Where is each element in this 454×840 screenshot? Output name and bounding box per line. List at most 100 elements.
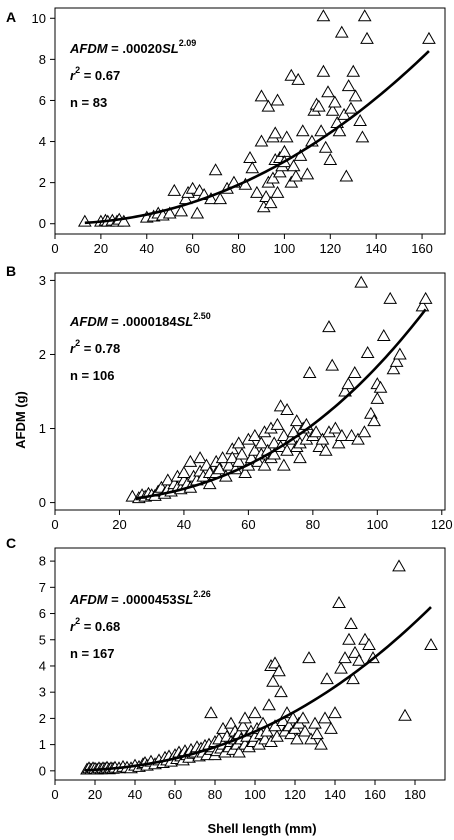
data-point — [328, 706, 342, 719]
data-point — [215, 451, 230, 464]
data-point — [310, 727, 324, 740]
y-tick-label: 8 — [39, 52, 46, 67]
r-superscript: 2 — [75, 65, 80, 75]
data-point — [268, 656, 282, 669]
data-point — [302, 365, 317, 378]
data-point — [415, 299, 430, 312]
data-point — [311, 99, 326, 112]
data-point — [357, 9, 372, 22]
equation-variable: SL — [177, 592, 194, 607]
y-axis-label: AFDM (g) — [13, 391, 28, 449]
fit-curve — [84, 50, 430, 225]
data-point — [270, 185, 285, 198]
equation-exponent: 2.09 — [179, 38, 197, 48]
data-point — [318, 140, 333, 153]
fit-equation: AFDM = .00020SL2.09 — [69, 38, 196, 56]
data-point — [344, 101, 358, 114]
data-point — [213, 192, 228, 205]
data-point — [386, 362, 401, 375]
data-point — [273, 399, 288, 412]
data-point — [354, 275, 369, 288]
data-point — [77, 214, 92, 227]
data-point — [250, 185, 264, 198]
data-point — [235, 447, 249, 460]
data-point — [247, 443, 262, 456]
x-tick-label: 0 — [51, 241, 58, 256]
equation-coefficient: = .00020 — [108, 41, 163, 56]
data-point — [373, 380, 388, 393]
x-tick-label: 60 — [168, 787, 182, 802]
data-point — [322, 320, 336, 333]
y-tick-label: 1 — [39, 421, 46, 436]
x-tick-label: 40 — [128, 787, 142, 802]
y-tick-label: 2 — [39, 347, 46, 362]
equation-exponent: 2.50 — [193, 311, 211, 321]
panel-letter: A — [6, 9, 16, 25]
x-tick-label: 120 — [319, 241, 341, 256]
x-tick-label: 120 — [431, 517, 453, 532]
sample-size: n = 167 — [70, 646, 114, 661]
data-point — [289, 414, 304, 427]
data-point — [355, 130, 370, 143]
data-point — [116, 214, 131, 227]
data-point — [225, 451, 240, 464]
data-point — [238, 711, 252, 724]
data-point — [272, 664, 286, 677]
x-tick-label: 140 — [365, 241, 387, 256]
data-point — [245, 161, 260, 174]
data-point — [347, 365, 362, 378]
equation-lhs: AFDM — [69, 314, 109, 329]
data-point — [314, 124, 328, 137]
equation-exponent: 2.26 — [193, 589, 211, 599]
data-point — [268, 126, 283, 139]
x-tick-label: 0 — [51, 517, 58, 532]
data-point — [212, 462, 227, 475]
data-point — [339, 169, 354, 182]
data-point — [222, 458, 236, 471]
data-point — [341, 79, 356, 92]
x-tick-label: 100 — [274, 241, 296, 256]
x-tick-label: 40 — [177, 517, 191, 532]
data-point — [308, 716, 322, 729]
data-point — [341, 377, 356, 390]
x-tick-label: 120 — [284, 787, 306, 802]
data-point — [376, 328, 391, 341]
data-point — [266, 171, 280, 184]
equation-coefficient: = .0000453 — [108, 592, 177, 607]
data-point — [383, 291, 398, 304]
data-point — [284, 68, 299, 81]
data-point — [332, 596, 346, 609]
y-tick-label: 0 — [39, 763, 46, 778]
x-tick-label: 20 — [94, 241, 108, 256]
r-symbol: r — [70, 68, 76, 83]
plot-frame — [54, 547, 446, 781]
data-point — [254, 134, 269, 147]
data-point — [398, 708, 412, 721]
data-point — [177, 465, 191, 478]
fit-equation: AFDM = .0000453SL2.26 — [69, 589, 211, 607]
data-point — [328, 95, 342, 108]
data-point — [279, 130, 294, 143]
x-tick-label: 20 — [112, 517, 126, 532]
data-point — [351, 432, 365, 445]
equation-variable: SL — [162, 41, 179, 56]
data-point — [160, 473, 175, 486]
data-point — [276, 458, 291, 471]
data-point — [315, 432, 330, 445]
data-point — [296, 711, 310, 724]
data-point — [334, 25, 349, 38]
data-point — [346, 64, 361, 77]
r-superscript: 2 — [75, 338, 80, 348]
r-squared-value: = 0.78 — [80, 341, 120, 356]
data-point — [324, 721, 338, 734]
data-point — [338, 384, 352, 397]
data-point — [392, 559, 406, 572]
y-tick-label: 10 — [32, 11, 46, 26]
panel-letter: B — [6, 263, 16, 279]
y-tick-label: 5 — [39, 632, 46, 647]
data-point — [277, 144, 292, 157]
data-point — [263, 196, 278, 209]
data-point — [232, 745, 246, 758]
data-point — [342, 632, 356, 645]
